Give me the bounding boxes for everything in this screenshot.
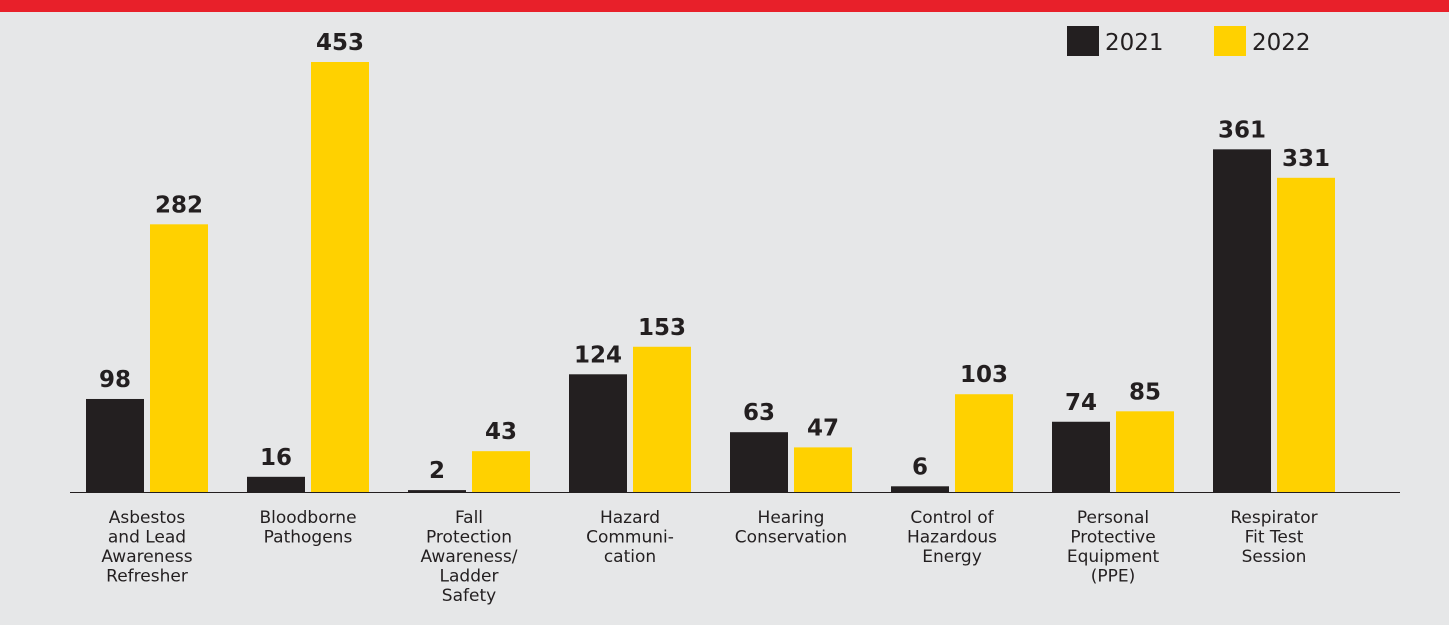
bar	[569, 374, 627, 492]
x-tick-label: and Lead	[108, 528, 186, 548]
legend-swatch	[1214, 26, 1246, 56]
x-tick-label: Bloodborne	[259, 508, 356, 528]
value-label: 74	[1065, 390, 1097, 416]
x-tick-label: Fit Test	[1245, 528, 1304, 548]
bar	[472, 451, 530, 492]
value-label: 331	[1282, 146, 1330, 172]
bar	[730, 432, 788, 492]
value-label: 47	[807, 415, 839, 441]
bar	[955, 394, 1013, 492]
x-tick-label: Equipment	[1067, 547, 1160, 567]
x-tick-label: Awareness/	[420, 547, 517, 567]
top-band	[0, 0, 1449, 12]
value-label: 6	[912, 454, 928, 480]
legend-label: 2022	[1252, 30, 1311, 56]
bar	[633, 346, 691, 492]
x-tick-label: Safety	[442, 586, 496, 606]
value-label: 103	[960, 362, 1008, 388]
x-tick-label: Protective	[1070, 528, 1155, 548]
bar	[408, 490, 466, 492]
value-label: 361	[1218, 117, 1266, 143]
x-tick-label: Energy	[922, 547, 982, 567]
x-tick-label: Conservation	[735, 528, 847, 548]
x-tick-label: Protection	[426, 528, 512, 548]
x-tick-label: Hearing	[758, 508, 825, 528]
bar	[891, 486, 949, 492]
x-tick-label: Hazard	[600, 508, 660, 528]
value-label: 124	[574, 342, 622, 368]
value-label: 282	[155, 192, 203, 218]
x-tick-label: Hazardous	[907, 528, 997, 548]
bar	[1277, 177, 1335, 493]
bar	[247, 476, 305, 492]
value-label: 16	[260, 445, 292, 471]
x-tick-label: Awareness	[101, 547, 192, 567]
value-label: 85	[1129, 379, 1161, 405]
bar	[86, 398, 144, 492]
value-label: 2	[429, 458, 445, 484]
value-label: 63	[743, 400, 775, 426]
value-label: 153	[638, 315, 686, 341]
x-tick-label: Asbestos	[109, 508, 186, 528]
bar	[1052, 421, 1110, 492]
value-label: 453	[316, 30, 364, 56]
x-tick-label: Refresher	[106, 567, 188, 587]
x-tick-label: Pathogens	[264, 528, 353, 548]
bar	[1116, 411, 1174, 492]
x-tick-label: cation	[604, 547, 656, 567]
legend-swatch	[1067, 26, 1099, 56]
x-tick-label: Communi-	[586, 528, 674, 548]
x-tick-label: Ladder	[440, 567, 499, 587]
x-tick-label: (PPE)	[1091, 567, 1136, 587]
legend-label: 2021	[1105, 30, 1164, 56]
value-label: 98	[99, 367, 131, 393]
x-tick-label: Personal	[1077, 508, 1149, 528]
bar	[311, 62, 369, 492]
bar	[150, 224, 208, 493]
x-tick-label: Respirator	[1230, 508, 1317, 528]
x-tick-label: Control of	[910, 508, 994, 528]
value-label: 43	[485, 419, 517, 445]
x-tick-label: Session	[1242, 547, 1307, 567]
bar	[794, 447, 852, 492]
bar	[1213, 149, 1271, 492]
x-tick-label: Fall	[455, 508, 483, 528]
